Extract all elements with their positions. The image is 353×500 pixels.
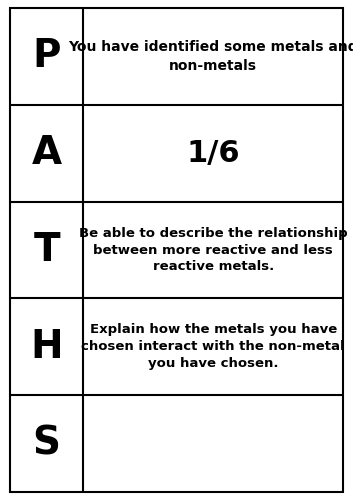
Text: You have identified some metals and
non-metals: You have identified some metals and non-… bbox=[68, 40, 353, 72]
Text: Explain how the metals you have
chosen interact with the non-metal
you have chos: Explain how the metals you have chosen i… bbox=[81, 324, 345, 370]
Text: T: T bbox=[33, 231, 60, 269]
Text: S: S bbox=[32, 424, 61, 463]
Text: A: A bbox=[31, 134, 62, 172]
Text: 1/6: 1/6 bbox=[186, 138, 240, 168]
Text: Be able to describe the relationship
between more reactive and less
reactive met: Be able to describe the relationship bet… bbox=[79, 226, 347, 274]
Text: H: H bbox=[30, 328, 63, 366]
Text: P: P bbox=[32, 38, 61, 76]
